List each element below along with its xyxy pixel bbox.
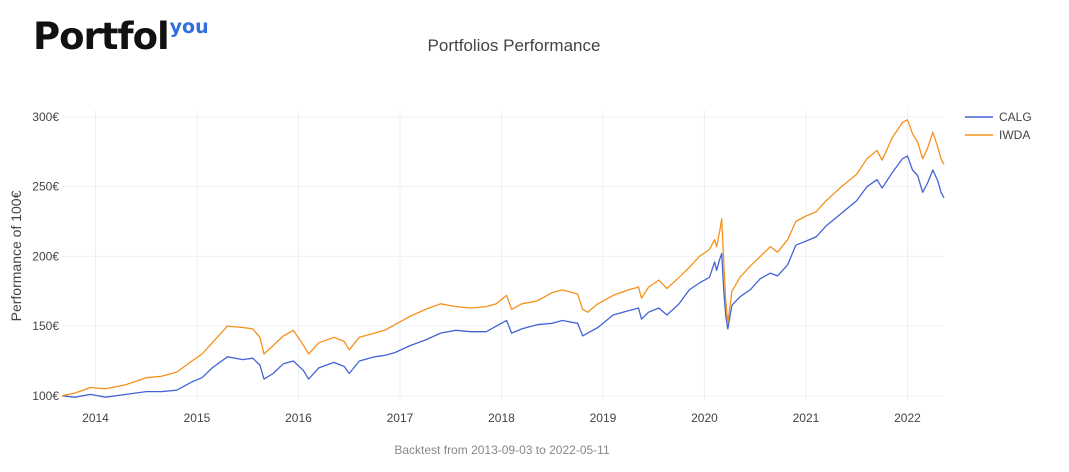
x-axis: 2014 2015 2016 2017 2018 2019 2020 2021 2022 [82, 411, 921, 425]
y-tick-label: 300€ [32, 110, 59, 124]
x-tick-label: 2017 [387, 411, 414, 425]
y-tick-label: 250€ [32, 180, 59, 194]
x-tick-label: 2022 [894, 411, 921, 425]
y-axis-label: Performance of 100€ [8, 190, 24, 321]
chart-title: Portfolios Performance [428, 36, 601, 55]
grid [62, 110, 944, 400]
x-tick-label: 2019 [590, 411, 617, 425]
series-line-calg [61, 155, 945, 398]
brand-name: Portfol [33, 15, 170, 58]
x-tick-label: 2018 [488, 411, 515, 425]
series-lines [61, 119, 945, 398]
brand-suffix: you [169, 15, 209, 38]
x-tick-label: 2015 [184, 411, 211, 425]
brand-logo: Portfolyou [33, 15, 209, 58]
x-tick-label: 2014 [82, 411, 109, 425]
y-tick-label: 150€ [32, 319, 59, 333]
legend-label-calg[interactable]: CALG [999, 110, 1032, 124]
y-tick-label: 200€ [32, 249, 59, 263]
x-tick-label: 2020 [691, 411, 718, 425]
y-axis: 100€ 150€ 200€ 250€ 300€ [32, 110, 59, 403]
legend-label-iwda[interactable]: IWDA [999, 128, 1030, 142]
x-tick-label: 2016 [285, 411, 312, 425]
x-tick-label: 2021 [793, 411, 820, 425]
legend[interactable]: CALG IWDA [965, 110, 1032, 142]
y-tick-label: 100€ [32, 389, 59, 403]
series-line-iwda [61, 119, 945, 397]
chart-caption: Backtest from 2013-09-03 to 2022-05-11 [394, 443, 610, 457]
